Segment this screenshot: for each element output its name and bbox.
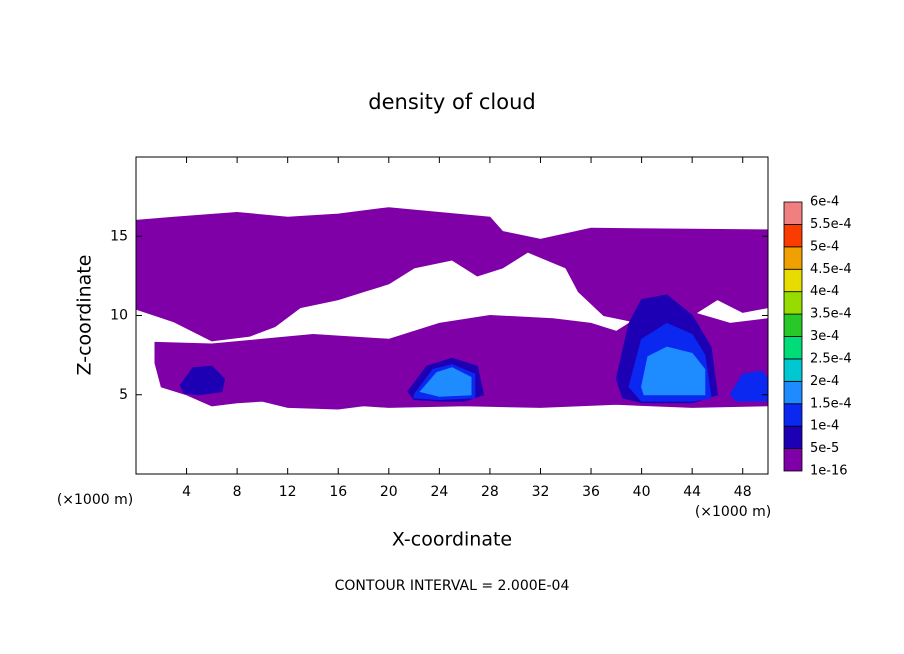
colorbar-box — [783, 425, 803, 449]
colorbar-label: 4e-4 — [810, 284, 839, 299]
x-tick-label: 48 — [734, 484, 752, 500]
colorbar-label: 1.5e-4 — [810, 396, 852, 411]
x-tick-label: 16 — [329, 484, 347, 500]
y-tick-label: 5 — [119, 387, 128, 403]
x-tick-label: 28 — [481, 484, 499, 500]
x-unit: (×1000 m) — [695, 504, 771, 520]
colorbar-label: 2e-4 — [810, 374, 839, 389]
contour-region — [179, 365, 226, 396]
x-tick-label: 12 — [279, 484, 297, 500]
contour-region — [135, 207, 769, 342]
x-tick-label: 24 — [430, 484, 448, 500]
colorbar-box — [783, 313, 803, 337]
colorbar-label: 3e-4 — [810, 329, 839, 344]
colorbar-label: 5e-5 — [810, 441, 839, 456]
contour-region — [154, 311, 769, 410]
x-axis-label: X-coordinate — [392, 529, 512, 551]
colorbar-label: 6e-4 — [810, 195, 839, 210]
contour-region — [419, 367, 472, 397]
y-unit: (×1000 m) — [57, 492, 133, 508]
colorbar-label: 1e-16 — [810, 464, 848, 479]
contour-region — [641, 346, 706, 396]
colorbar-label: 2.5e-4 — [810, 351, 852, 366]
colorbar-box — [783, 358, 803, 382]
colorbar-box — [783, 224, 803, 248]
x-tick-label: 4 — [182, 484, 191, 500]
y-axis-label: Z-coordinate — [74, 255, 96, 376]
colorbar-box — [783, 291, 803, 315]
colorbar-box — [783, 336, 803, 360]
colorbar-box — [783, 201, 803, 225]
colorbar-label: 5.5e-4 — [810, 217, 852, 232]
x-tick-label: 40 — [633, 484, 651, 500]
x-tick-label: 36 — [582, 484, 600, 500]
footer: CONTOUR INTERVAL = 2.000E-04 — [335, 578, 570, 594]
colorbar-label: 5e-4 — [810, 239, 839, 254]
colorbar-box — [783, 246, 803, 270]
x-tick-label: 32 — [532, 484, 550, 500]
chart-title: density of cloud — [368, 90, 535, 114]
colorbar-label: 3.5e-4 — [810, 307, 852, 322]
x-tick-label: 20 — [380, 484, 398, 500]
colorbar-label: 4.5e-4 — [810, 262, 852, 277]
colorbar-box — [783, 380, 803, 405]
colorbar-label: 1e-4 — [810, 419, 839, 434]
x-tick-label: 8 — [233, 484, 242, 500]
y-tick-label: 10 — [110, 308, 128, 324]
x-tick-label: 44 — [683, 484, 701, 500]
colorbar-box — [783, 268, 803, 293]
colorbar-box — [783, 403, 803, 427]
y-tick-label: 15 — [110, 228, 128, 244]
colorbar-box — [783, 448, 803, 472]
